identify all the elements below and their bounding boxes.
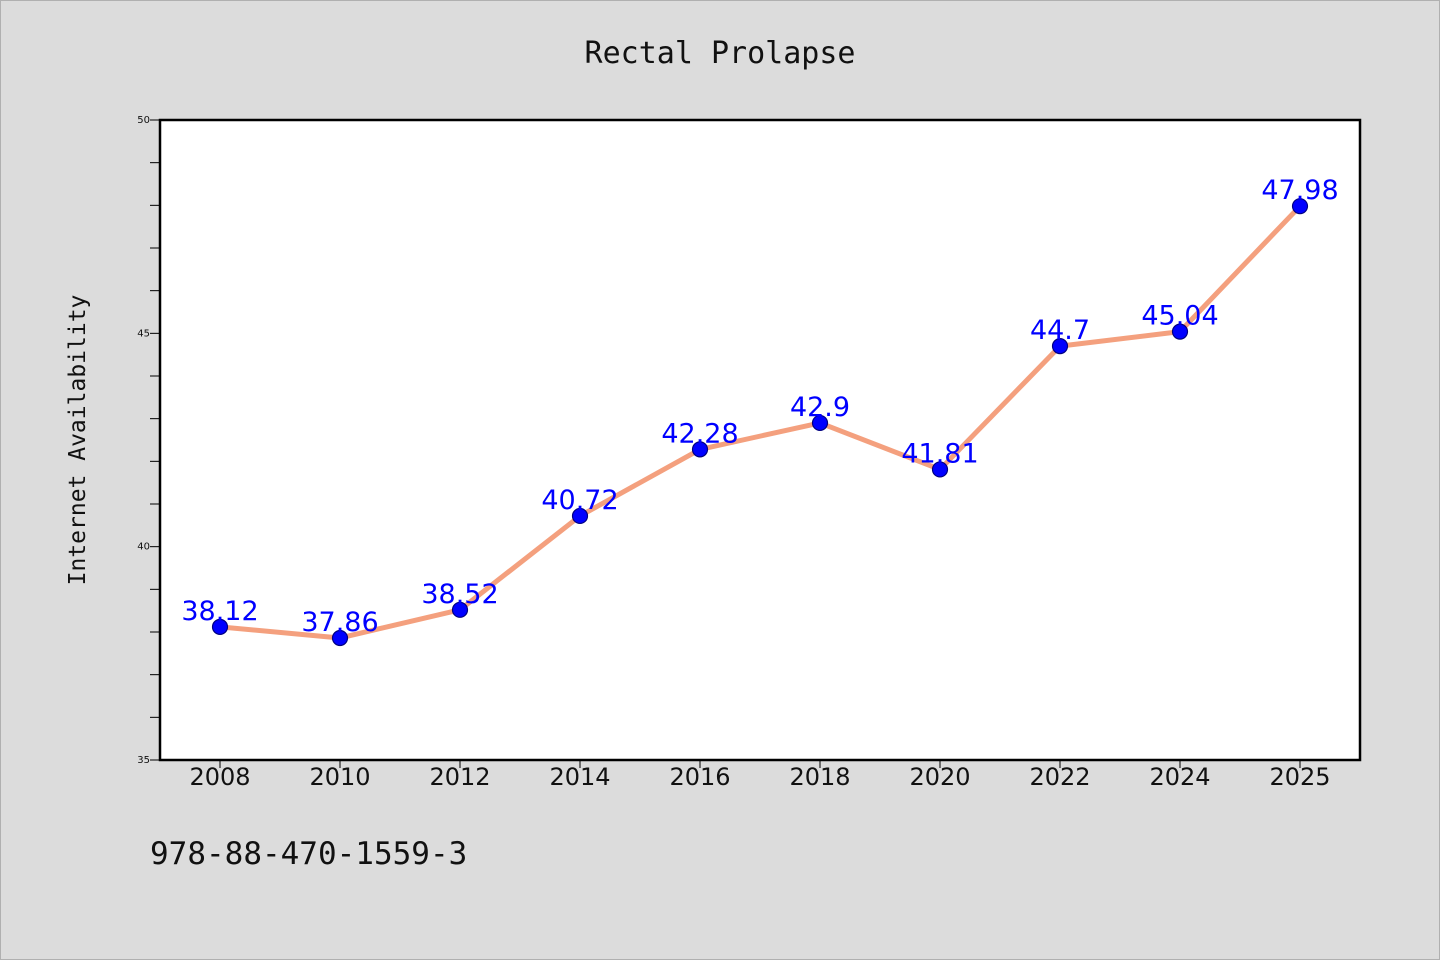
x-tick-label: 2018 xyxy=(789,763,850,791)
chart-title: Rectal Prolapse xyxy=(585,36,856,71)
x-tick-label: 2012 xyxy=(429,763,490,791)
data-label: 47.98 xyxy=(1261,175,1338,206)
data-labels-layer: 38.12 37.86 38.52 40.72 42.28 42.9 41.81 44.7 45… xyxy=(181,175,1338,638)
footer-isbn: 978-88-470-1559-3 xyxy=(150,836,467,872)
x-tick-label: 2024 xyxy=(1149,763,1210,791)
data-point xyxy=(451,601,469,618)
data-point xyxy=(571,507,589,525)
x-tick-label: 2016 xyxy=(669,763,730,791)
x-tick-label: 2020 xyxy=(909,763,970,791)
x-tick-label: 2022 xyxy=(1029,763,1090,791)
y-tick-label: 45 xyxy=(137,328,150,339)
y-tick-label: 35 xyxy=(137,755,150,766)
data-label: 44.7 xyxy=(1030,315,1090,346)
x-tick-label: 2008 xyxy=(189,763,250,791)
ticks-layer: 35 40 45 50 2008 2010 2012 2014 2016 2018 2020 2022… xyxy=(137,115,1330,791)
data-label: 40.72 xyxy=(541,485,618,516)
x-tick-label: 2014 xyxy=(549,763,610,791)
data-label: 42.28 xyxy=(661,418,738,449)
data-label: 37.86 xyxy=(301,607,378,638)
data-label: 45.04 xyxy=(1141,301,1218,332)
data-point xyxy=(691,441,709,458)
data-point xyxy=(211,618,229,635)
data-point xyxy=(811,414,829,432)
plot-area xyxy=(160,120,1360,760)
data-label: 38.52 xyxy=(421,579,498,610)
data-point xyxy=(931,461,949,478)
data-label: 38.12 xyxy=(181,596,258,627)
data-point xyxy=(1051,338,1069,355)
plot-frame xyxy=(158,118,1362,762)
data-label: 42.9 xyxy=(790,392,850,423)
y-tick-label: 40 xyxy=(137,542,150,553)
data-point xyxy=(1171,323,1189,340)
series-line xyxy=(217,203,1303,641)
x-tick-label: 2010 xyxy=(309,763,370,791)
data-point xyxy=(331,629,349,647)
y-axis-label: Internet Availability xyxy=(65,295,91,586)
data-label: 41.81 xyxy=(901,438,978,469)
y-tick-label: 50 xyxy=(137,115,150,126)
x-tick-label: 2025 xyxy=(1269,763,1330,791)
series-layer xyxy=(211,198,1309,647)
data-point xyxy=(1291,198,1309,215)
